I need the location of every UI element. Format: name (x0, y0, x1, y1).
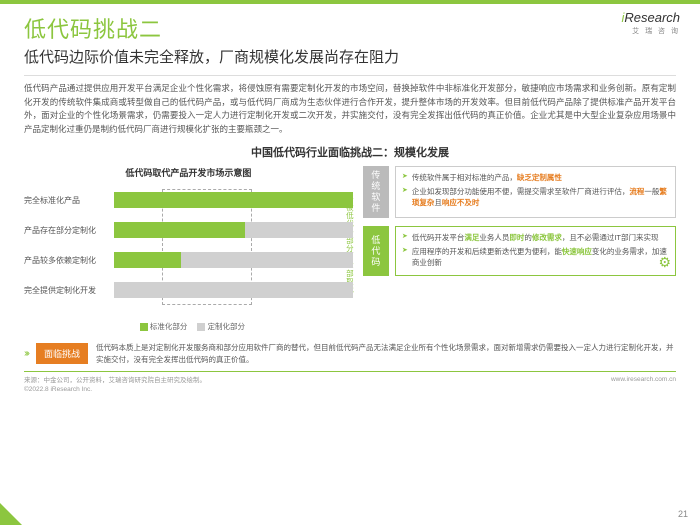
slide-header: 低代码挑战二 低代码边际价值未完全释放，厂商规模化发展尚存在阻力 iResear… (0, 4, 700, 71)
chevron-icon: ››› (24, 348, 28, 359)
list-item: 企业如发现部分功能使用不便，需提交需求至软件厂商进行评估，流程一般繁琐复杂且响应… (402, 186, 669, 209)
title-main: 低代码挑战二 (24, 12, 676, 44)
copyright-text: ©2022.8 iResearch Inc. (24, 385, 206, 394)
footer: 来源：中金公司，公开资料，艾瑞咨询研究院自主研究及绘制。 ©2022.8 iRe… (0, 372, 700, 394)
bar-chart: 将被低代码部分／全部取代 完全标准化产品产品存在部分定制化产品较多依赖定制化完全… (24, 187, 353, 317)
challenge-text: 低代码本质上是对定制化开发服务商和部分应用软件厂商的替代，但目前低代码产品无法满… (96, 342, 676, 365)
source-text: 来源：中金公司，公开资料，艾瑞咨询研究院自主研究及绘制。 (24, 376, 206, 385)
list-item: 应用程序的开发和后续更新迭代更为便利，能快速响应变化的业务需求，加速商业创新 (402, 246, 669, 269)
section-title: 中国低代码行业面临挑战二：规模化发展 (0, 144, 700, 160)
page-number: 21 (678, 509, 688, 519)
chart-title: 低代码取代产品开发市场示意图 (24, 166, 353, 179)
chart-panel: 低代码取代产品开发市场示意图 将被低代码部分／全部取代 完全标准化产品产品存在部… (24, 166, 353, 332)
gear-icon: ⚙ (658, 252, 671, 273)
chart-legend: 标准化部分 定制化部分 (24, 321, 353, 332)
body-paragraph: 低代码产品通过提供应用开发平台满足企业个性化需求，将侵蚀原有需要定制化开发的市场… (0, 82, 700, 136)
low-tag: 低代码 (363, 226, 389, 276)
trad-tag: 传统软件 (363, 166, 389, 218)
footer-url: www.iresearch.com.cn (611, 376, 676, 394)
list-item: 传统软件属于相对标准的产品，缺乏定制属性 (402, 172, 669, 183)
list-item: 低代码开发平台满足业务人员即时的修改需求，且不必需通过IT部门来实现 (402, 232, 669, 243)
logo: iResearch 艾 瑞 咨 询 (621, 10, 680, 36)
corner-decoration (0, 503, 22, 525)
chart-annotation: 将被低代码部分／全部取代 (343, 195, 357, 294)
challenge-row: ››› 面临挑战 低代码本质上是对定制化开发服务商和部分应用软件厂商的替代，但目… (24, 342, 676, 371)
title-sub: 低代码边际价值未完全释放，厂商规模化发展尚存在阻力 (24, 46, 676, 67)
traditional-box: 传统软件 传统软件属于相对标准的产品，缺乏定制属性企业如发现部分功能使用不便，需… (363, 166, 676, 218)
lowcode-box: 低代码 低代码开发平台满足业务人员即时的修改需求，且不必需通过IT部门来实现应用… (363, 226, 676, 276)
challenge-tag: 面临挑战 (36, 343, 88, 364)
